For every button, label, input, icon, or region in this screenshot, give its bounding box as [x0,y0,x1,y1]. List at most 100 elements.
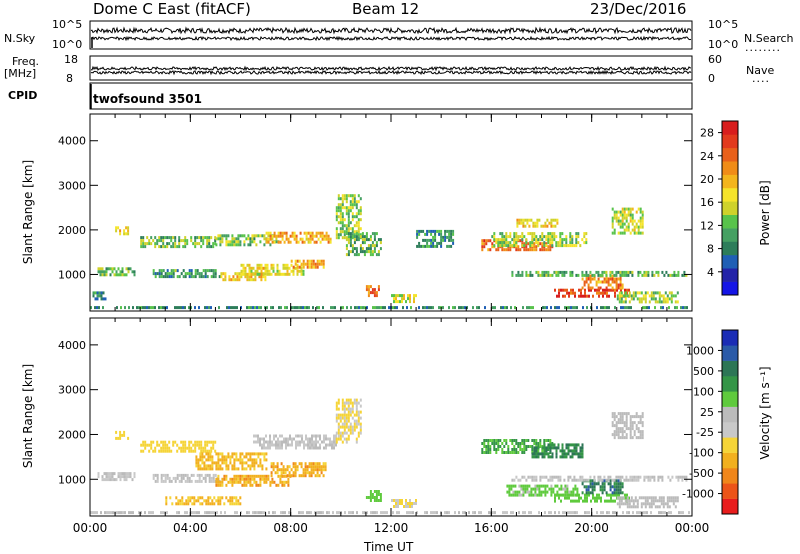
power-cell [641,222,644,226]
power-cell [286,269,289,273]
velocity-cell [318,511,320,515]
velocity-cell [584,493,586,497]
velocity-colorbar-seg-3 [722,452,738,469]
velocity-cell [613,478,616,482]
velocity-cell [405,499,407,502]
power-cell [305,237,308,241]
power-cell [257,234,260,238]
velocity-cell [501,448,504,451]
velocity-cell [569,443,572,447]
velocity-colorbar-seg-8 [722,376,738,392]
velocity-cell [606,493,608,497]
velocity-cell [395,505,397,508]
velocity-cell [140,443,143,447]
power-cell [621,225,624,229]
power-cell [363,253,366,257]
power-cell [639,222,642,226]
velocity-cell [567,446,570,450]
velocity-cell [196,511,198,515]
velocity-cell [595,482,598,486]
velocity-cell [235,455,238,459]
power-cell [481,239,484,243]
velocity-cell [598,493,600,497]
power-cell [403,297,405,301]
velocity-cell [539,445,542,448]
velocity-cell [323,440,325,444]
power-cell [529,270,532,274]
velocity-cell [615,433,618,437]
velocity-cell [511,439,514,442]
velocity-cell [557,446,560,450]
velocity-cell [564,490,567,494]
velocity-cell [150,443,153,447]
velocity-cell [644,505,647,509]
power-cell [343,233,346,237]
velocity-cell [306,465,309,469]
power-cell [613,213,616,217]
power-cell [438,229,441,233]
power-cell [424,232,427,236]
velocity-cell [176,473,179,477]
power-cell [269,237,272,241]
power-cell [206,239,209,243]
power-cell [148,242,151,246]
velocity-cell [237,458,240,462]
velocity-cell [306,468,309,472]
power-cell [393,300,395,304]
power-cell [611,277,614,281]
velocity-cell [610,496,612,500]
velocity-cell [165,499,168,503]
power-cell [418,244,421,248]
velocity-cell [207,499,210,503]
velocity-cell [294,465,297,469]
power-cell [254,269,257,273]
velocity-colorbar-tick-label-5: -100 [689,447,714,460]
power-cell [337,221,340,225]
velocity-cell [182,449,185,453]
power-cell [322,265,325,269]
power-cell [633,228,636,232]
power-cell [345,238,348,242]
power-cell [347,206,350,210]
velocity-cell [497,445,500,448]
power-cell [510,306,512,310]
velocity-region-16 [554,493,630,503]
velocity-cell [337,407,340,411]
velocity-cell [547,452,550,456]
power-cell [367,238,370,242]
power-cell [585,241,588,245]
power-cell [583,280,586,284]
power-colorbar-seg-9 [722,161,738,175]
power-cell [347,221,350,225]
power-region-22 [416,229,455,248]
velocity-cell [648,502,651,506]
velocity-region-7 [253,434,337,450]
velocity-cell [621,427,624,431]
velocity-cell [615,491,618,495]
power-cell [309,237,312,241]
velocity-cell [284,468,287,472]
power-cell [311,231,314,235]
velocity-cell [624,493,626,497]
power-cell [351,247,354,251]
velocity-cell [672,502,675,506]
velocity-cell [255,483,258,487]
velocity-cell [562,487,565,491]
velocity-cell [184,511,186,515]
velocity-cell [154,473,157,477]
velocity-cell [577,478,580,482]
velocity-cell [205,499,208,503]
velocity-cell [200,440,203,444]
velocity-cell [202,446,205,450]
velocity-cell [395,499,397,502]
power-cell [631,222,634,226]
velocity-cell [302,471,305,475]
velocity-cell [261,452,264,456]
velocity-cell [237,474,240,478]
velocity-cell [357,401,360,405]
power-cell [418,306,420,310]
power-colorbar-tick-label-2: 20 [700,173,714,186]
power-cell [272,266,275,270]
velocity-cell [247,474,250,478]
power-cell [515,235,518,239]
